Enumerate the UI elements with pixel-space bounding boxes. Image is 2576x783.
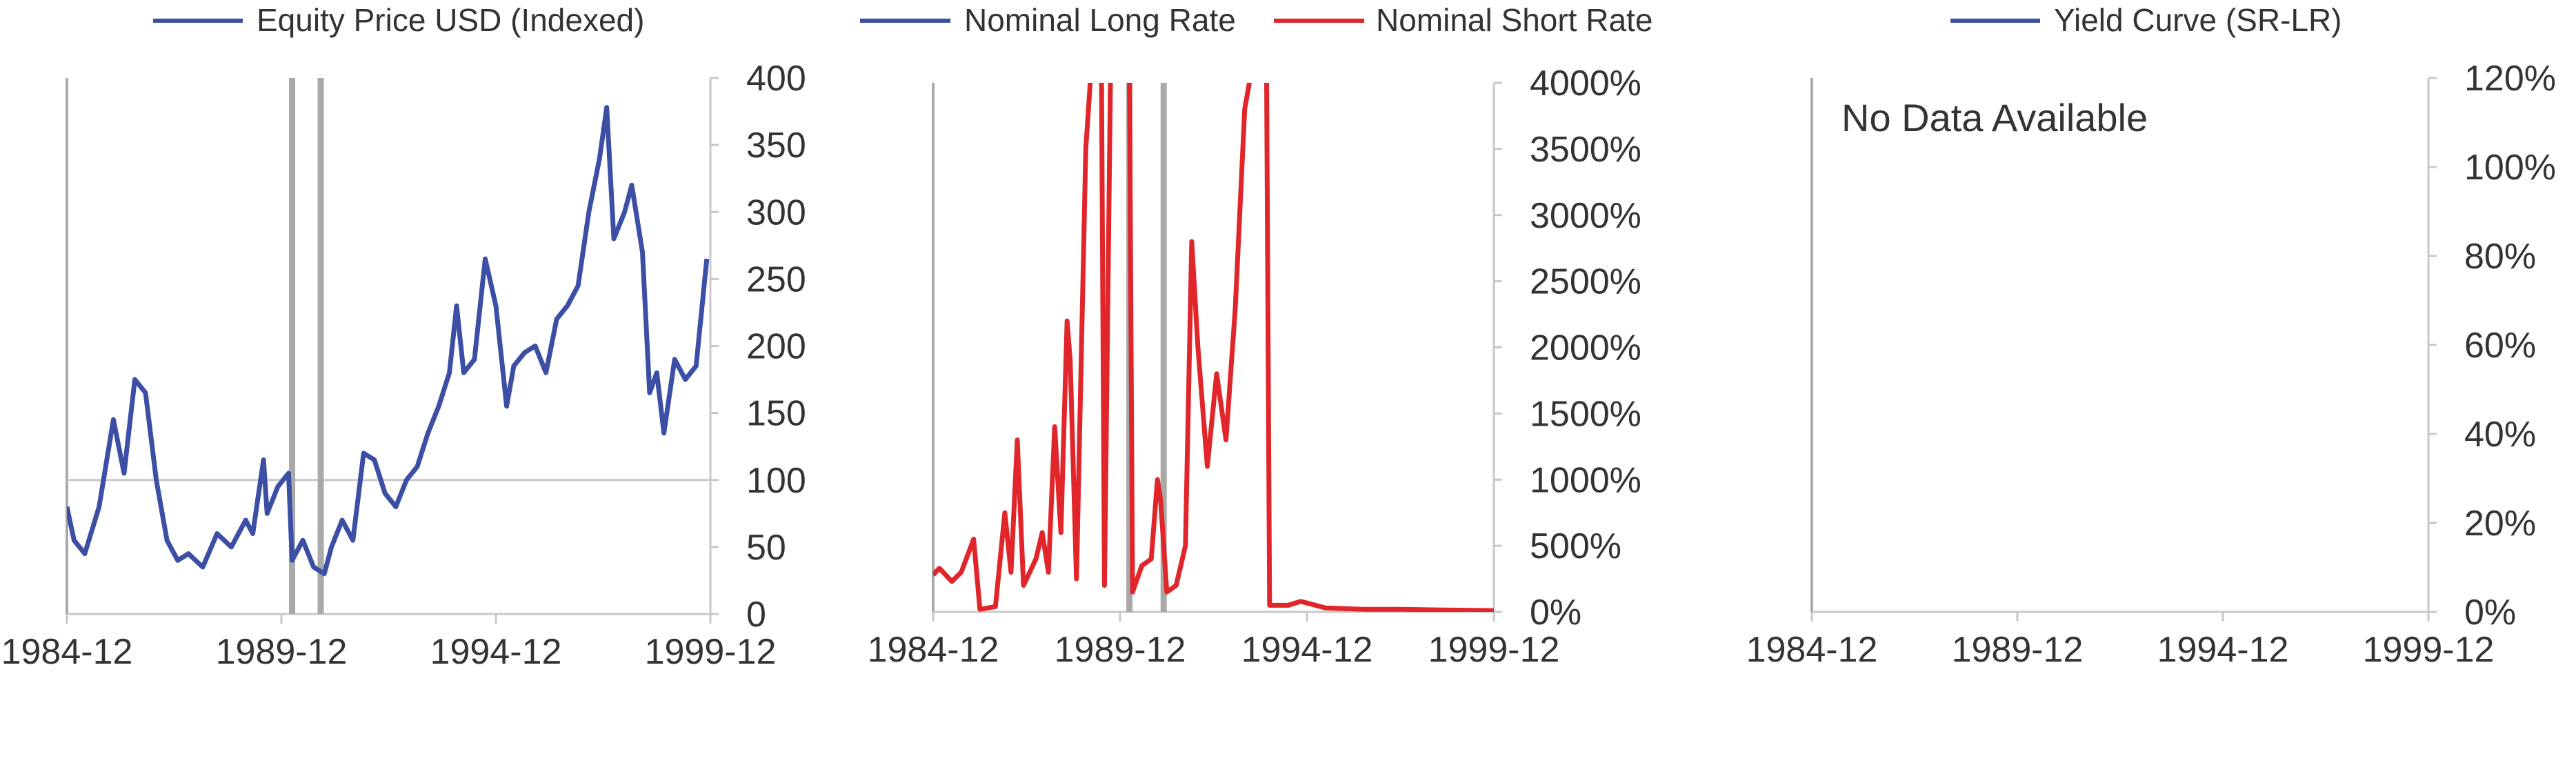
x-tick-label: 1984-12 bbox=[868, 630, 999, 670]
y-tick-label: 60% bbox=[2464, 326, 2536, 366]
y-tick-label: 350 bbox=[746, 126, 806, 166]
x-tick-label: 1999-12 bbox=[1428, 630, 1560, 670]
y-tick-label: 2500% bbox=[1530, 262, 1641, 302]
x-tick-label: 1999-12 bbox=[645, 632, 777, 672]
series-line-equity-price-usd-indexed- bbox=[67, 105, 710, 577]
y-tick-label: 100 bbox=[746, 461, 806, 501]
legend-label: Nominal Long Rate bbox=[964, 2, 1236, 38]
y-tick-label: 120% bbox=[2464, 59, 2556, 99]
x-tick-label: 1989-12 bbox=[216, 632, 348, 672]
y-tick-label: 3000% bbox=[1530, 196, 1641, 236]
y-tick-label: 200 bbox=[746, 327, 806, 367]
x-tick-label: 1984-12 bbox=[1, 632, 133, 672]
no-data-annotation: No Data Available bbox=[1841, 96, 2148, 139]
y-tick-label: 0 bbox=[746, 595, 766, 635]
legend-label: Nominal Short Rate bbox=[1376, 2, 1653, 38]
y-tick-label: 0% bbox=[1530, 593, 1581, 633]
x-tick-label: 1984-12 bbox=[1746, 630, 1878, 670]
legend-label: Yield Curve (SR-LR) bbox=[2054, 2, 2342, 38]
y-tick-label: 50 bbox=[746, 528, 786, 568]
chart-panel-3: Yield Curve (SR-LR) 1984-12 1989-12 1994-12… bbox=[1746, 2, 2556, 670]
x-tick-label: 1994-12 bbox=[430, 632, 562, 672]
y-tick-label: 20% bbox=[2464, 504, 2536, 544]
y-tick-label: 300 bbox=[746, 192, 806, 232]
y-tick-label: 1500% bbox=[1530, 394, 1641, 434]
y-tick-label: 150 bbox=[746, 394, 806, 434]
y-tick-label: 80% bbox=[2464, 237, 2536, 277]
x-tick-label: 1989-12 bbox=[1952, 630, 2084, 670]
y-tick-label: 1000% bbox=[1530, 460, 1641, 500]
y-tick-label: 400 bbox=[746, 59, 806, 99]
x-tick-label: 1994-12 bbox=[1241, 630, 1373, 670]
legend-label: Equity Price USD (Indexed) bbox=[257, 2, 644, 38]
y-tick-label: 500% bbox=[1530, 526, 1621, 566]
y-tick-label: 0% bbox=[2464, 593, 2516, 633]
y-tick-label: 2000% bbox=[1530, 328, 1641, 368]
y-tick-label: 4000% bbox=[1530, 63, 1641, 103]
chart-panel-2: Nominal Long Rate Nominal Short Rate 1984-… bbox=[860, 2, 1653, 670]
x-tick-label: 1994-12 bbox=[2157, 630, 2289, 670]
y-tick-label: 40% bbox=[2464, 415, 2536, 455]
y-tick-label: 3500% bbox=[1530, 130, 1641, 170]
series-line-nominal-short-rate bbox=[933, 83, 1494, 612]
y-tick-label: 100% bbox=[2464, 148, 2556, 188]
y-tick-label: 250 bbox=[746, 259, 806, 299]
chart-panel-1: Equity Price USD (Indexed) 1984-12 1989-12… bbox=[1, 2, 806, 672]
x-tick-label: 1989-12 bbox=[1055, 630, 1186, 670]
x-tick-label: 1999-12 bbox=[2363, 630, 2495, 670]
